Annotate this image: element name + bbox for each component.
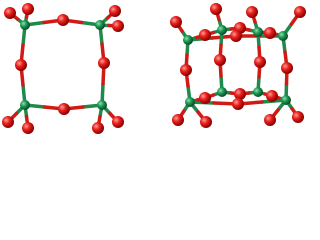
oxygen-atom xyxy=(214,54,226,66)
metal-atom xyxy=(253,87,263,97)
oxygen-atom xyxy=(200,116,212,128)
oxygen-atom xyxy=(246,6,258,18)
oxygen-atom xyxy=(112,20,124,32)
metal-atom xyxy=(95,20,105,30)
oxygen-atom xyxy=(199,29,211,41)
atoms xyxy=(2,3,306,134)
oxygen-atom xyxy=(266,90,278,102)
oxygen-atom xyxy=(98,57,110,69)
metal-atom xyxy=(217,87,227,97)
oxygen-atom xyxy=(15,59,27,71)
metal-atom xyxy=(278,31,288,41)
oxygen-atom xyxy=(232,98,244,110)
oxygen-atom xyxy=(22,3,34,15)
oxygen-atom xyxy=(170,16,182,28)
oxygen-atom xyxy=(112,116,124,128)
oxygen-atom xyxy=(254,56,266,68)
metal-atom xyxy=(97,100,107,110)
oxygen-atom xyxy=(172,114,184,126)
metal-atom xyxy=(253,27,263,37)
oxygen-atom xyxy=(4,7,16,19)
oxygen-atom xyxy=(109,5,121,17)
metal-atom xyxy=(217,25,227,35)
oxygen-atom xyxy=(210,3,222,15)
oxygen-atom xyxy=(264,27,276,39)
oxygen-atom xyxy=(230,30,242,42)
oxygen-atom xyxy=(22,122,34,134)
molecule-picture xyxy=(2,3,306,134)
metal-atom xyxy=(281,95,291,105)
oxygen-atom xyxy=(58,103,70,115)
oxygen-atom xyxy=(57,14,69,26)
metal-atom xyxy=(183,35,193,45)
metal-atom xyxy=(185,97,195,107)
metal-atom xyxy=(20,20,30,30)
oxygen-atom xyxy=(180,64,192,76)
oxygen-atom xyxy=(294,6,306,18)
oxygen-atom xyxy=(199,92,211,104)
metal-atom xyxy=(20,100,30,110)
oxygen-atom xyxy=(264,114,276,126)
oxygen-atom xyxy=(2,116,14,128)
oxygen-atom xyxy=(92,122,104,134)
oxygen-atom xyxy=(281,62,293,74)
bonds xyxy=(6,7,302,130)
oxygen-atom xyxy=(234,88,246,100)
oxygen-atom xyxy=(292,111,304,123)
